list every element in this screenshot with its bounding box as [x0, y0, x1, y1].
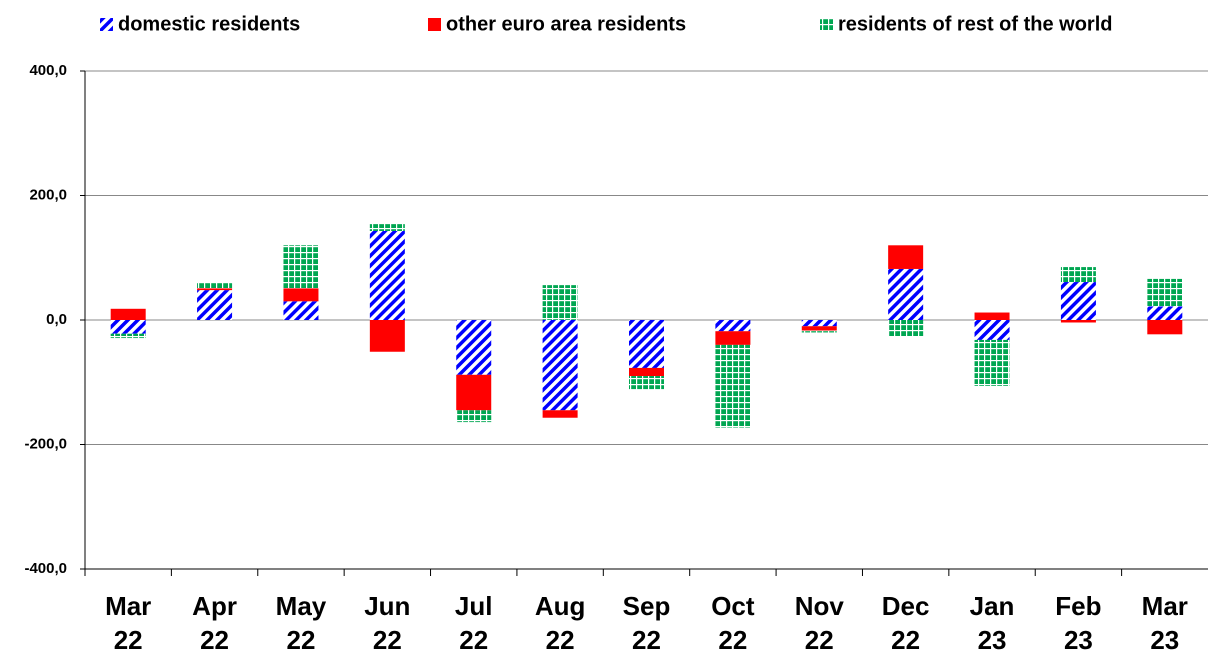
bar-segment — [369, 230, 405, 320]
x-tick-label: Mar 22 — [105, 591, 152, 655]
bar-segment — [369, 224, 405, 231]
bar-segment — [801, 320, 837, 327]
bar-segment — [1147, 278, 1183, 307]
bar-segment — [369, 320, 405, 352]
bar-segment — [197, 282, 233, 289]
bar-segment — [888, 268, 924, 320]
bar-segment — [1147, 320, 1183, 335]
bar-segment — [801, 326, 837, 331]
bar-segment — [542, 320, 578, 411]
x-tick-label: Nov 22 — [794, 591, 844, 655]
legend-swatch — [820, 18, 833, 31]
bar-segment — [1060, 267, 1096, 283]
legend-swatch — [100, 18, 113, 31]
x-tick-label: Oct 22 — [711, 591, 755, 655]
bar-segment — [456, 320, 492, 375]
x-tick-label: Jul 22 — [454, 591, 493, 655]
bar-segment — [110, 308, 146, 320]
legend-swatch — [428, 18, 441, 31]
bar-segment — [888, 320, 924, 337]
x-tick-label: Apr 22 — [192, 591, 237, 655]
y-tick-label: 400,0 — [29, 62, 67, 79]
bar-segment — [456, 374, 492, 411]
bar-segment — [110, 333, 146, 339]
bar-segment — [629, 376, 664, 390]
bar-segment — [629, 367, 664, 377]
bar-segment — [197, 288, 233, 291]
bar-segment — [888, 245, 924, 269]
x-tick-label: Feb 23 — [1055, 591, 1102, 655]
bar-segment — [1060, 320, 1096, 323]
bar-segment — [801, 330, 837, 333]
bar-segment — [715, 320, 751, 332]
bar-segment — [974, 320, 1010, 340]
y-tick-label: -200,0 — [24, 435, 67, 452]
x-tick-label: Jun 22 — [364, 591, 411, 655]
bar-segment — [110, 320, 146, 334]
bar-segment — [456, 410, 492, 423]
bar-segment — [283, 288, 319, 302]
y-tick-label: 0,0 — [46, 311, 67, 328]
legend-label: residents of rest of the world — [838, 13, 1112, 35]
x-tick-label: Dec 22 — [881, 591, 930, 655]
x-tick-label: May 22 — [275, 591, 327, 655]
y-tick-label: 200,0 — [29, 186, 67, 203]
bar-segment — [715, 344, 751, 428]
legend-label: other euro area residents — [446, 13, 686, 35]
bar-segment — [542, 285, 578, 320]
bar-segment — [197, 290, 233, 320]
legend-label: domestic residents — [118, 13, 300, 35]
x-tick-label: Mar 23 — [1141, 591, 1188, 655]
x-tick-label: Sep 22 — [622, 591, 671, 655]
bar-segment — [715, 331, 751, 345]
bar-segment — [1060, 282, 1096, 320]
bar-segment — [974, 312, 1010, 320]
bar-segment — [542, 410, 578, 418]
x-tick-label: Aug 22 — [534, 591, 586, 655]
x-tick-label: Jan 23 — [969, 591, 1015, 655]
bar-segment — [629, 320, 664, 368]
bar-segment — [283, 301, 319, 320]
bar-segment — [1147, 306, 1183, 320]
y-tick-label: -400,0 — [24, 560, 67, 577]
bar-segment — [283, 245, 319, 289]
bar-segment — [974, 339, 1010, 386]
